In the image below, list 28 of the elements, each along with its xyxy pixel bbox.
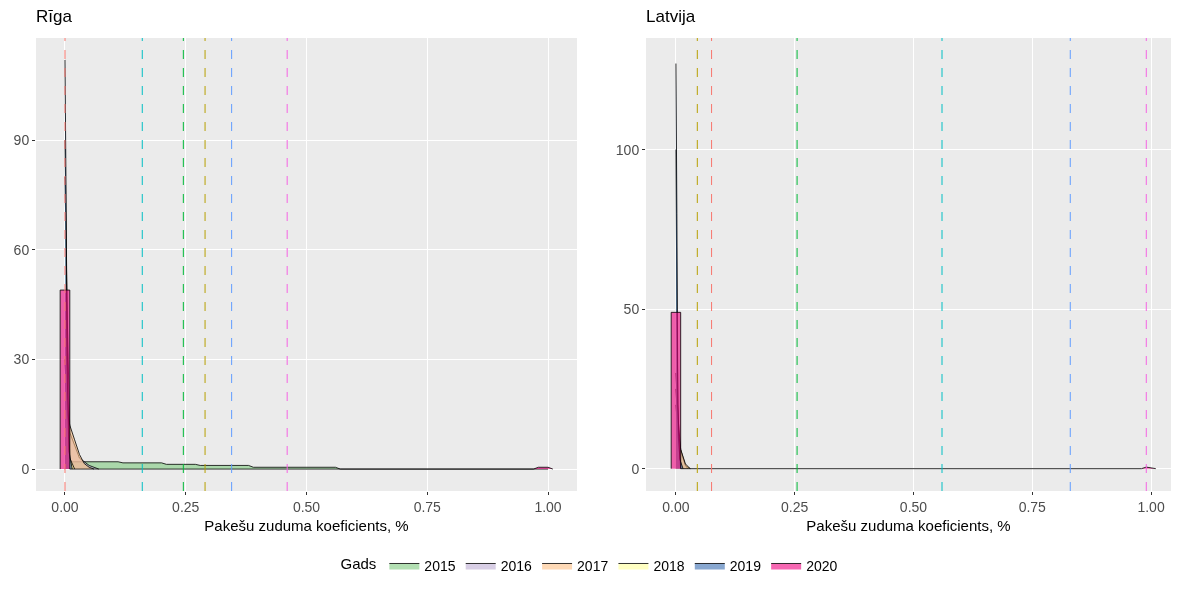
x-tick-label: 1.00 bbox=[1137, 498, 1165, 515]
legend-title: Gads bbox=[340, 555, 377, 573]
x-tick-label: 0.50 bbox=[899, 498, 928, 515]
legend-label: 2018 bbox=[653, 557, 685, 574]
y-tick-label: 50 bbox=[623, 301, 640, 318]
y-tick-label: 0 bbox=[21, 460, 30, 477]
x-tick-label: 0.25 bbox=[172, 498, 200, 515]
legend-label: 2016 bbox=[500, 557, 533, 574]
y-tick-label: 0 bbox=[631, 460, 640, 477]
x-tick-label: 0.25 bbox=[781, 498, 809, 515]
y-tick-label: 30 bbox=[13, 351, 30, 368]
legend-label: 2017 bbox=[577, 557, 609, 574]
chart-title: Rīga bbox=[36, 6, 73, 26]
y-tick-label: 100 bbox=[615, 141, 640, 158]
x-tick-label: 0.50 bbox=[292, 498, 321, 515]
legend-label: 2019 bbox=[729, 557, 762, 574]
chart-title: Latvija bbox=[646, 6, 696, 26]
x-tick-label: 0.00 bbox=[51, 498, 79, 515]
x-tick-label: 0.75 bbox=[1018, 498, 1047, 515]
y-tick-label: 60 bbox=[13, 241, 30, 258]
x-tick-label: 0.75 bbox=[413, 498, 442, 515]
legend-label: 2020 bbox=[806, 557, 838, 574]
x-tick-label: 0.00 bbox=[662, 498, 690, 515]
y-tick-label: 90 bbox=[13, 132, 30, 149]
x-tick-label: 1.00 bbox=[534, 498, 562, 515]
x-axis-title: Pakešu zuduma koeficients, % bbox=[204, 516, 409, 534]
x-axis-title: Pakešu zuduma koeficients, % bbox=[806, 516, 1011, 534]
legend-label: 2015 bbox=[424, 557, 456, 574]
